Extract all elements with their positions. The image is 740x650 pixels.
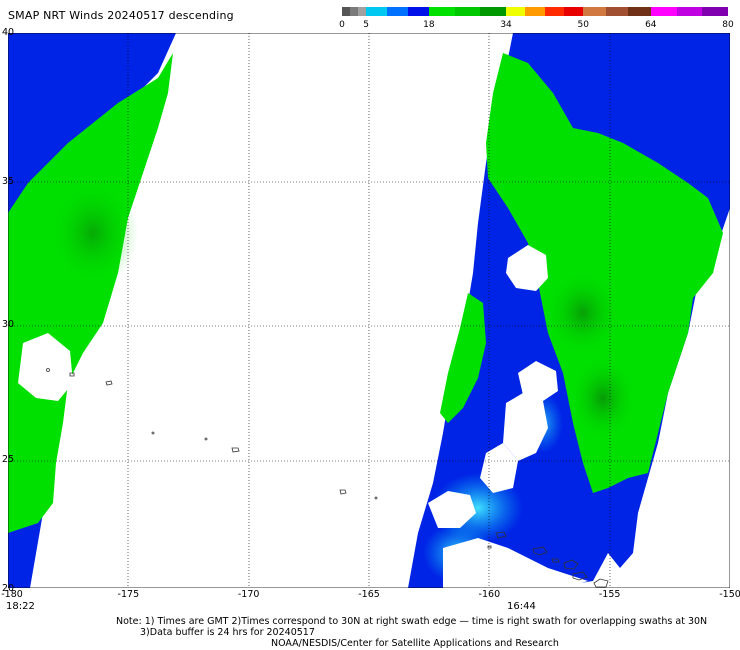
colorbar-label: 18	[423, 20, 435, 30]
colorbar-label: 50	[577, 20, 589, 30]
note-line-3: NOAA/NESDIS/Center for Satellite Applica…	[271, 638, 559, 649]
x-tick-label: -160	[478, 589, 501, 600]
colorbar-segment	[563, 7, 584, 16]
y-tick-label: 35	[2, 176, 15, 187]
colorbar-label: 80	[722, 20, 734, 30]
colorbar-segment	[506, 7, 526, 16]
y-tick-label: 20	[2, 583, 15, 594]
y-tick-label: 40	[2, 27, 15, 38]
note-line-1: Note: 1) Times are GMT 2)Times correspon…	[116, 616, 708, 627]
colorbar-segment	[358, 7, 367, 16]
colorbar-label: 5	[363, 20, 369, 30]
colorbar-segment	[544, 7, 565, 16]
colorbar-label: 64	[645, 20, 657, 30]
colorbar-segment	[407, 7, 430, 16]
swath-left-gap	[18, 333, 73, 401]
colorbar-segment	[366, 7, 388, 16]
colorbar-label: 34	[500, 20, 512, 30]
x-tick-label: -175	[117, 589, 140, 600]
swath-gap-6	[443, 538, 588, 588]
wind-swath-left	[8, 33, 176, 588]
swath-right-dark-green-b	[568, 353, 638, 443]
swath-left-green	[8, 53, 173, 533]
colorbar-segment	[583, 7, 607, 16]
swath-left-dark-green	[48, 178, 138, 288]
swath-right-green	[486, 53, 723, 493]
colorbar-segment	[480, 7, 507, 16]
colorbar-segment	[428, 7, 456, 16]
x-tick-label: -180	[1, 589, 23, 600]
swath-time-right: 16:44	[507, 601, 536, 612]
swath-left-top-blue	[8, 33, 48, 93]
wind-speed-colorbar	[342, 7, 729, 16]
colorbar-segment	[387, 7, 409, 16]
swath-right-dark-green-a	[543, 268, 623, 358]
colorbar-segment	[525, 7, 546, 16]
colorbar-segment	[350, 7, 359, 16]
swath-right-green-west	[440, 293, 486, 423]
colorbar-segment	[650, 7, 678, 16]
lat-lon-grid	[8, 33, 730, 588]
note-line-2: 3)Data buffer is 24 hrs for 20240517	[140, 627, 315, 638]
colorbar-segment	[342, 7, 351, 16]
wind-swath-right	[408, 33, 730, 588]
swath-gap-1	[506, 245, 548, 291]
x-tick-label: -165	[358, 589, 380, 600]
y-tick-label: 30	[2, 319, 15, 330]
x-tick-label: -150	[719, 589, 740, 600]
x-tick-label: -170	[237, 589, 260, 600]
swath-time-left: 18:22	[6, 601, 35, 612]
y-tick-label: 25	[2, 454, 15, 465]
colorbar-label: 0	[339, 20, 345, 30]
map-title: SMAP NRT Winds 20240517 descending	[8, 9, 234, 22]
swath-gap-5	[428, 491, 476, 528]
colorbar-segment	[628, 7, 652, 16]
colorbar-segment	[605, 7, 629, 16]
colorbar-segment	[676, 7, 703, 16]
wind-map	[8, 33, 730, 588]
colorbar-segment	[702, 7, 729, 16]
swath-gap-3	[503, 393, 548, 461]
colorbar-segment	[454, 7, 481, 16]
hawaiian-islands	[46, 368, 609, 588]
swath-gap-2	[518, 361, 558, 401]
x-tick-label: -155	[598, 589, 621, 600]
swath-gap-4	[480, 443, 518, 493]
